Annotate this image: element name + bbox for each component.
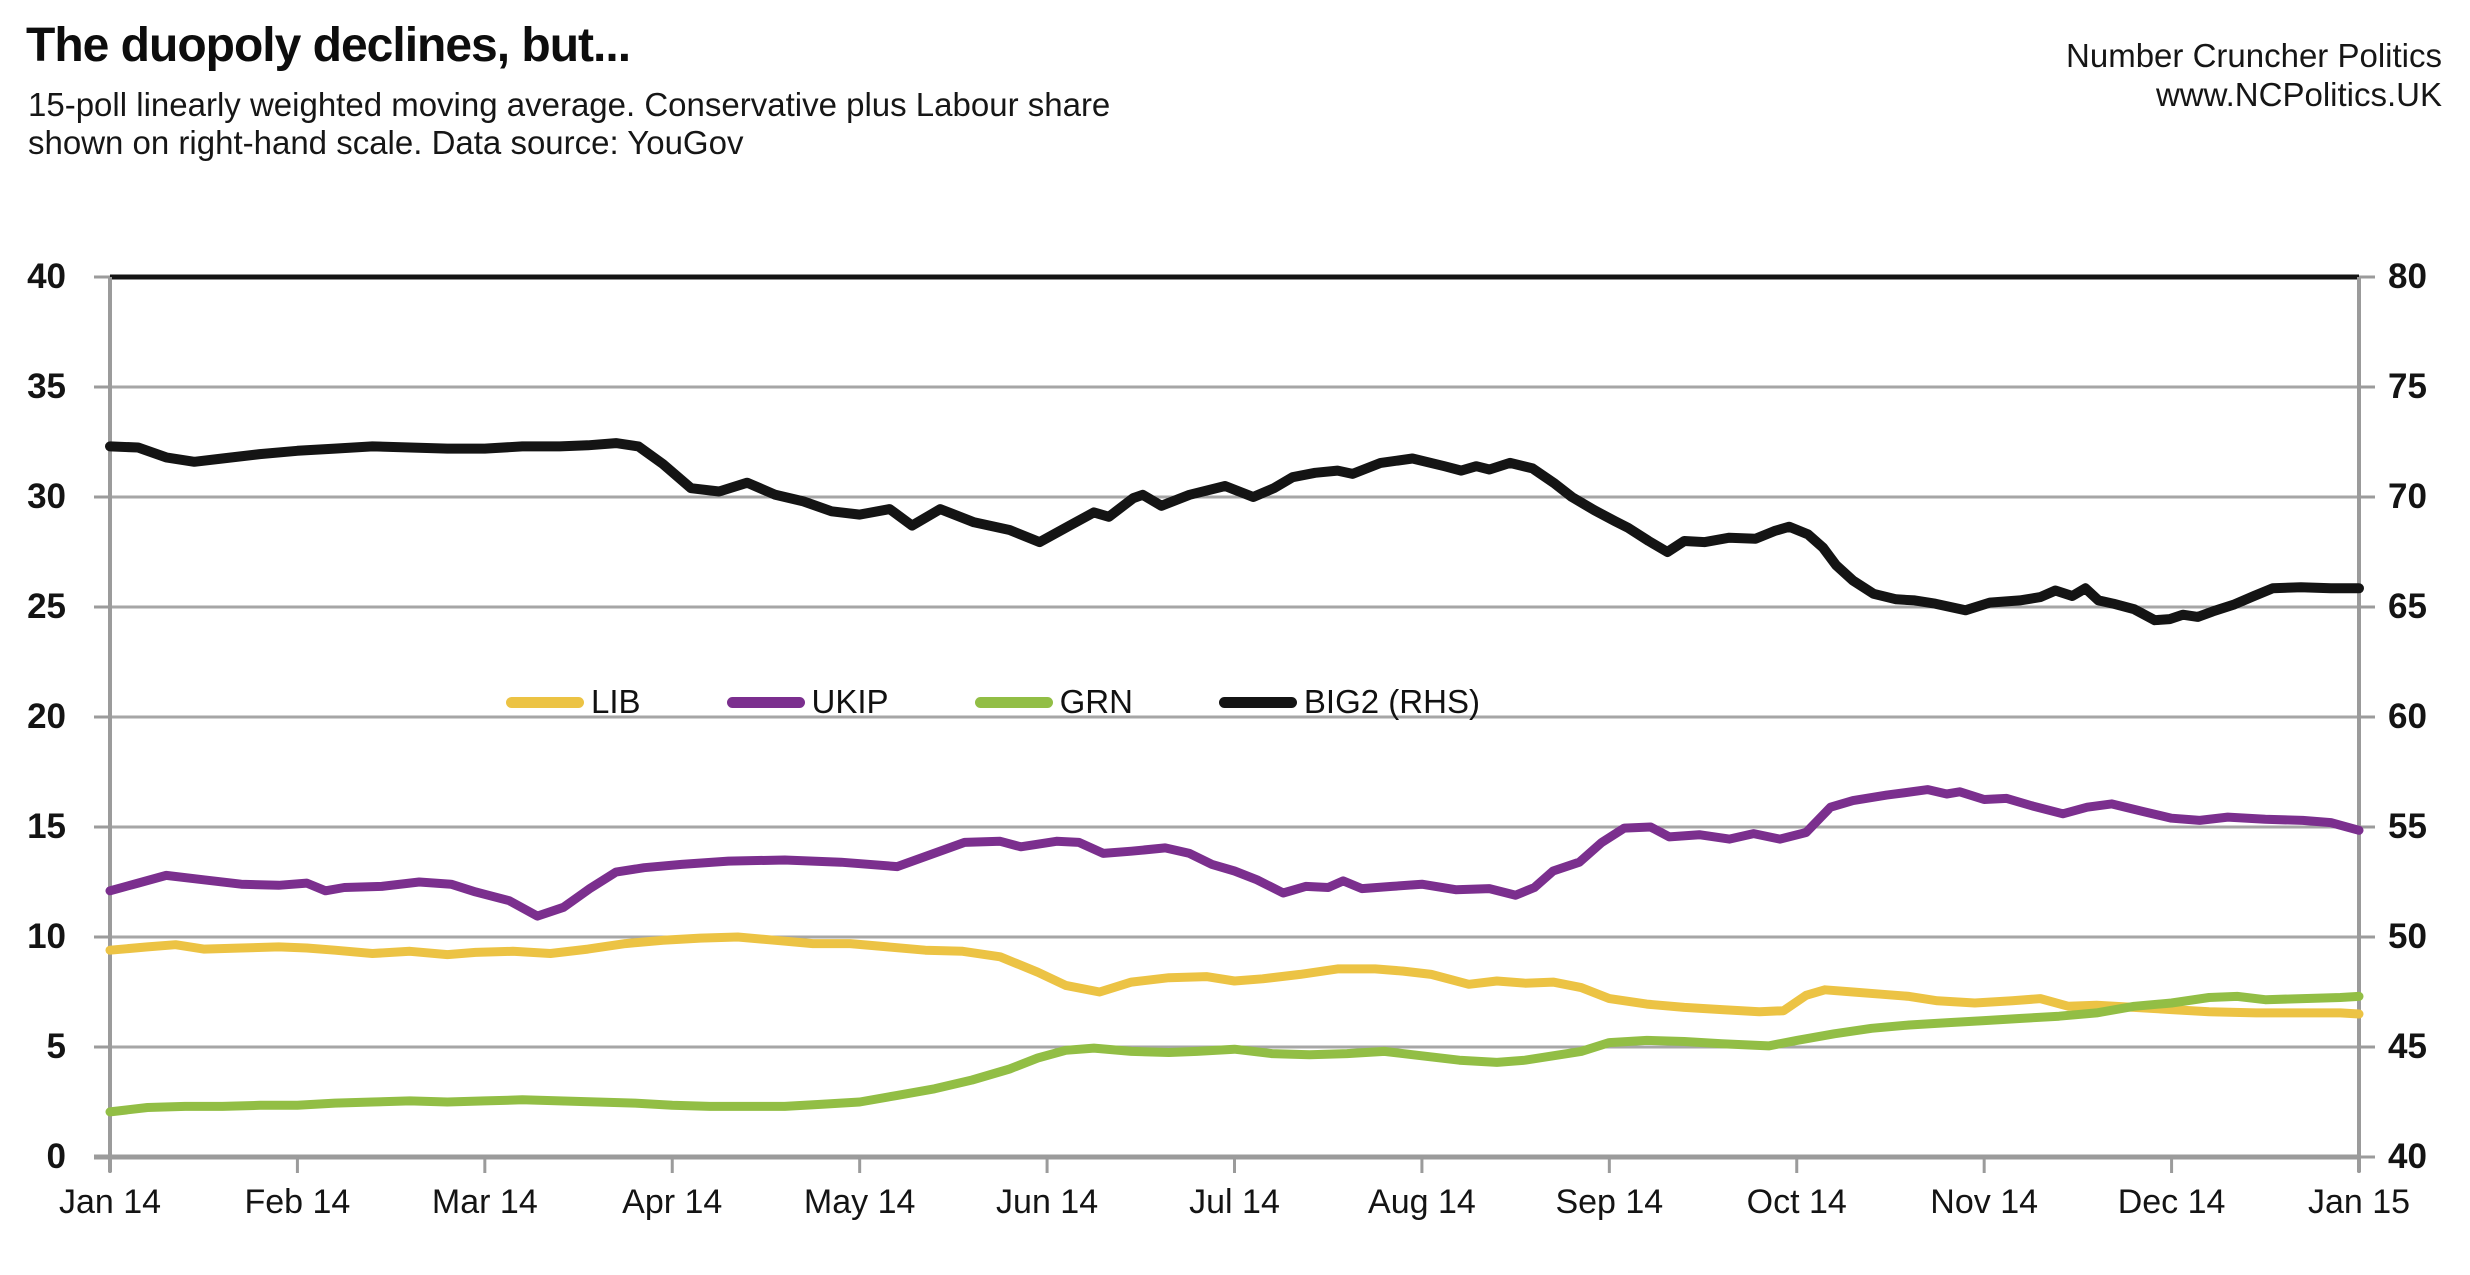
y-axis-label-left-15: 15 [27, 807, 66, 846]
lib-line-swatch-icon [506, 696, 584, 708]
subtitle-line-2: shown on right-hand scale. Data source: … [28, 124, 744, 161]
y-axis-label-right-75: 75 [2388, 367, 2427, 406]
x-axis-label-jun-14: Jun 14 [996, 1183, 1099, 1221]
y-axis-label-left-10: 10 [27, 917, 66, 956]
y-axis-label-left-40: 40 [27, 257, 66, 296]
x-axis-label-aug-14: Aug 14 [1368, 1183, 1476, 1221]
x-axis-label-mar-14: Mar 14 [431, 1183, 538, 1221]
y-axis-label-right-70: 70 [2388, 477, 2427, 516]
x-axis-label-nov-14: Nov 14 [1930, 1183, 2039, 1221]
legend-label-lib: LIB [591, 683, 641, 720]
y-axis-label-left-20: 20 [27, 697, 66, 736]
x-axis-label-feb-14: Feb 14 [244, 1183, 351, 1221]
series-line-lib [105, 932, 2364, 1019]
ukip-line-swatch-icon [726, 696, 805, 708]
y-axis-label-right-65: 65 [2388, 587, 2427, 626]
series-line-ukip [105, 785, 2364, 921]
x-axis-label-jan-15: Jan 15 [2307, 1183, 2411, 1221]
page-title: The duopoly declines, but... [26, 19, 631, 72]
legend-item-big2: BIG2 (RHS) [1218, 682, 1480, 722]
y-axis-label-left-35: 35 [27, 367, 66, 406]
legend-item-ukip: UKIP [726, 682, 889, 722]
x-axis-label-apr-14: Apr 14 [622, 1183, 723, 1221]
y-axis-label-left-5: 5 [46, 1027, 66, 1066]
y-axis-label-left-0: 0 [46, 1137, 66, 1176]
x-axis-label-jul-14: Jul 14 [1189, 1183, 1280, 1221]
subtitle-line-1: 15-poll linearly weighted moving average… [28, 86, 1111, 123]
x-axis-label-oct-14: Oct 14 [1746, 1183, 1847, 1221]
y-axis-label-left-30: 30 [27, 477, 66, 516]
chart-legend: LIB UKIP GRN BIG2 (RHS) [506, 682, 1480, 722]
series-line-big2-rhs- [105, 438, 2364, 626]
y-axis-label-right-55: 55 [2388, 807, 2427, 846]
x-axis-label-may-14: May 14 [803, 1183, 916, 1221]
y-axis-label-right-40: 40 [2388, 1137, 2427, 1176]
y-axis-label-right-50: 50 [2388, 917, 2427, 956]
legend-item-lib: LIB [506, 682, 641, 722]
legend-label-big2: BIG2 (RHS) [1303, 683, 1480, 720]
series-line-grn [105, 991, 2364, 1117]
brand-name: Number Cruncher Politics [2066, 37, 2442, 74]
legend-item-grn: GRN [974, 682, 1133, 722]
x-axis-label-dec-14: Dec 14 [2117, 1183, 2226, 1221]
legend-label-ukip: UKIP [811, 683, 889, 720]
legend-label-grn: GRN [1059, 683, 1133, 720]
x-axis-label-sep-14: Sep 14 [1555, 1183, 1664, 1221]
brand-block: Number Cruncher Politics www.NCPolitics.… [2066, 36, 2442, 114]
y-axis-label-right-45: 45 [2388, 1027, 2427, 1066]
grn-line-swatch-icon [974, 696, 1053, 708]
brand-url: www.NCPolitics.UK [2155, 76, 2442, 113]
y-axis-label-right-80: 80 [2388, 257, 2427, 296]
chart-subtitle: 15-poll linearly weighted moving average… [28, 86, 1110, 162]
y-axis-label-left-25: 25 [27, 587, 66, 626]
big2-line-swatch-icon [1218, 696, 1297, 708]
x-axis-label-jan-14: Jan 14 [58, 1183, 162, 1221]
y-axis-label-right-60: 60 [2388, 697, 2427, 736]
